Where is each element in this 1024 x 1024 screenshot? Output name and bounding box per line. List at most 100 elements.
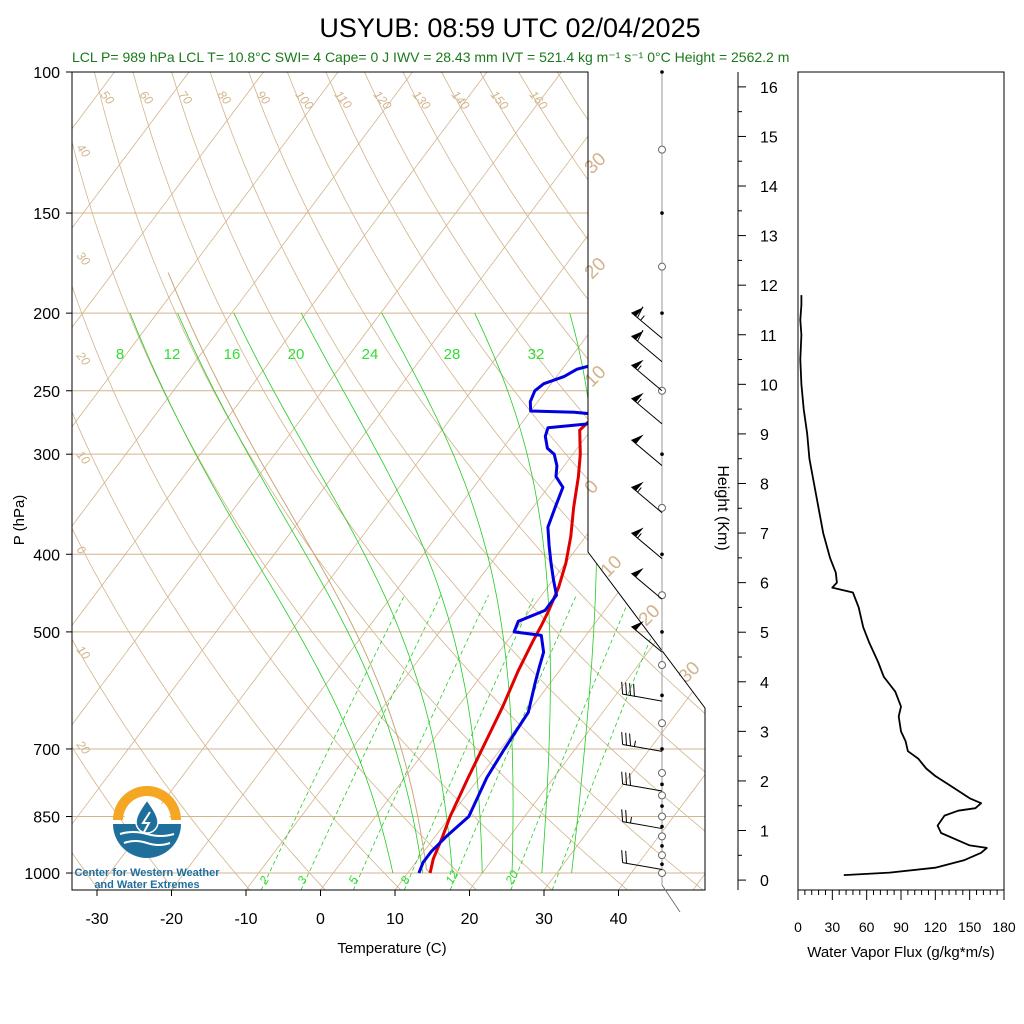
y-tick-label: 400 [33,547,60,564]
wind-barb-pennant [631,434,644,444]
mixing-ratio-line [510,595,632,890]
dry-adiabat-label: 90 [254,88,274,107]
mixing-ratio-line [551,595,669,890]
moist-adiabat-line [474,312,551,874]
height-tick-label: 13 [760,229,778,246]
moist-adiabat-label: 28 [444,346,461,363]
y-tick-label: 850 [33,809,60,826]
wind-barb-flag [621,681,624,695]
height-marker-dot [660,747,664,751]
height-marker-circle [658,262,666,271]
height-marker-circle [658,719,666,728]
wind-barb-staff [631,573,663,600]
height-marker-dot [660,70,664,74]
dry-adiabat-label: 60 [137,88,157,107]
height-axis-title: Height (Km) [714,465,731,550]
logo-line-1: Center for Western Weather [74,867,220,879]
wind-barb-staff [631,397,663,425]
moist-adiabat-label: 32 [528,346,545,363]
height-marker-dot [660,782,664,787]
mixing-ratio-label: 12 [442,868,461,887]
isotherm-label-right: 0 [581,476,603,498]
isotherm-line [72,72,190,890]
moist-adiabat-label: 12 [164,346,181,363]
wind-barb-flag [621,850,624,863]
isotherm-line [72,72,413,890]
dry-adiabat-label: 130 [410,88,434,113]
dry-adiabat-line [0,72,23,890]
isotherm-line [72,72,637,890]
isotherm-label-left: 10 [74,643,94,662]
wind-barb-flag [625,809,627,823]
height-tick-label: 8 [760,476,769,493]
dry-adiabat-label: 120 [371,88,395,113]
dry-adiabat-line [72,72,402,890]
dry-adiabat-line [72,72,251,890]
x-tick-label: 20 [461,911,479,928]
height-marker-dot [660,862,664,867]
flux-tick-label: 30 [825,919,841,935]
dry-adiabat-line [556,72,705,890]
wind-barb-staff [622,862,663,871]
height-tick-label: 16 [760,80,778,97]
moist-adiabat-label: 24 [362,346,379,363]
dry-adiabat-line [72,72,553,890]
isotherm-line [618,72,705,890]
dry-adiabat-label: 70 [176,88,196,107]
isotherm-label-right: 30 [675,658,705,688]
moist-adiabat-line [177,312,423,874]
height-tick-label: 7 [760,526,769,543]
dry-adiabat-line [72,72,477,890]
wind-barb-flag [629,683,631,696]
dry-adiabat-line [364,72,705,890]
dry-adiabat-line [209,72,705,890]
dry-adiabat-label: 80 [215,88,235,107]
wind-barb-staff [631,626,663,653]
wind-barb-half-flag [633,740,636,747]
wind-barb-half-flag [637,365,642,371]
mixing-ratio-line [449,595,577,890]
isotherm-line [768,72,1024,890]
x-axis-title: Temperature (C) [337,940,446,957]
wind-barb-pennant [631,621,644,631]
wind-barb-pennant [631,392,644,403]
wind-barb-pennant [631,330,644,340]
isotherm-line [543,72,705,890]
isotherm-label-right: 30 [581,149,611,179]
isotherm-line [320,72,705,890]
dry-adiabat-label: 110 [332,88,355,112]
height-marker-circle [658,812,666,821]
wind-barb-staff [631,335,663,363]
wind-barb-staff [622,693,663,702]
height-tick-label: 5 [760,625,769,642]
wind-barb-staff [631,312,663,339]
height-tick-label: 10 [760,377,778,394]
isotherm-label-left: 20 [73,348,93,368]
isotherm-label-left: 0 [74,543,89,557]
height-marker-dot [660,452,664,456]
flux-tick-label: 0 [794,919,802,935]
dry-adiabat-line [402,72,705,890]
flux-tick-label: 180 [992,919,1016,935]
wind-barb-half-flag [637,487,642,493]
wind-barb-pennant [631,359,644,369]
moist-adiabat-line [129,312,394,874]
dry-adiabat-line [633,72,705,890]
isotherm-line [72,72,264,890]
wind-barb-staff [631,486,663,514]
dry-adiabat-line [72,72,326,890]
x-tick-label: -20 [160,911,183,928]
wind-barb-flag [625,850,627,864]
height-tick-label: 11 [760,328,777,345]
height-marker-circle [658,145,666,154]
height-tick-label: 15 [760,129,778,146]
isotherm-line [72,72,488,890]
wind-barb-flag [629,773,631,786]
y-tick-label: 250 [33,384,60,401]
height-marker-dot [660,844,664,848]
dry-adiabat-line [248,72,705,890]
wind-barb-flag [637,329,644,342]
height-tick-label: 1 [760,824,769,841]
x-tick-label: 10 [386,911,404,928]
